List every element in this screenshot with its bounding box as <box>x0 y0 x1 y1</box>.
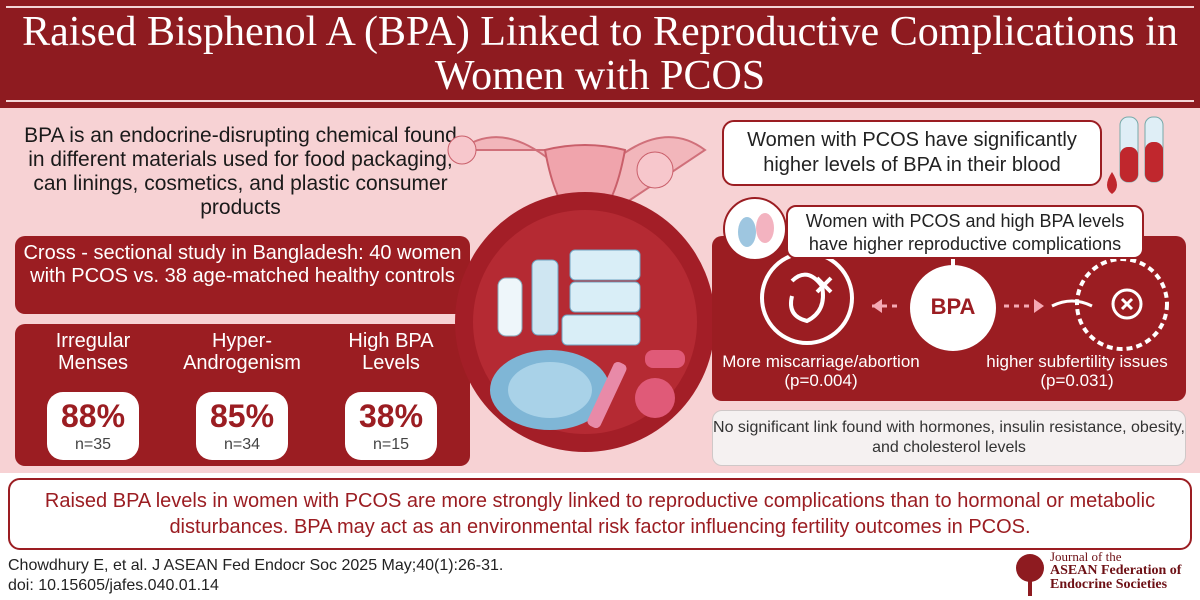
feet-icon <box>723 197 787 261</box>
stat-badge: 85% n=34 <box>196 392 288 460</box>
citation: Chowdhury E, et al. J ASEAN Fed Endocr S… <box>8 556 708 596</box>
center-illustration <box>447 135 715 452</box>
container <box>569 249 641 281</box>
finding-box: Women with PCOS have significantly highe… <box>722 120 1102 186</box>
stat-label: Hyper-Androgenism <box>183 330 301 374</box>
stat-badge: 38% n=15 <box>345 392 437 460</box>
logo-line: Endocrine Societies <box>1050 577 1168 592</box>
stat-label: High BPA Levels <box>348 330 434 374</box>
fetus-icon <box>760 251 854 345</box>
tube-blood <box>1145 142 1163 182</box>
blood-icon <box>1107 116 1164 194</box>
header <box>0 0 1200 108</box>
bpa-label: BPA <box>930 294 976 319</box>
outcome-label: More miscarriage/abortion <box>722 352 920 371</box>
logo-tree <box>1016 554 1044 596</box>
tube-blood <box>1120 147 1138 182</box>
logo-line: Journal of the <box>1050 549 1122 564</box>
compact <box>635 378 675 418</box>
stats-panel: Irregular Menses 88% n=35 Hyper-Androgen… <box>15 324 470 466</box>
drop <box>1107 172 1117 194</box>
header-frame <box>6 6 1194 102</box>
stat: Hyper-Androgenism 85% n=34 <box>172 330 312 460</box>
outcome: higher subfertility issues (p=0.031) <box>972 352 1182 390</box>
reference: Chowdhury E, et al. J ASEAN Fed Endocr S… <box>8 557 504 574</box>
plate <box>508 362 592 418</box>
stat: Irregular Menses 88% n=35 <box>23 330 163 460</box>
ovary <box>447 135 477 165</box>
study-box: Cross - sectional study in Bangladesh: 4… <box>15 236 470 314</box>
intro-text: BPA is an endocrine-disrupting chemical … <box>24 124 457 219</box>
foot <box>756 213 774 243</box>
fetus-shape <box>789 272 825 324</box>
stat: High BPA Levels 38% n=15 <box>321 330 461 460</box>
arrowhead <box>872 299 882 313</box>
doi: doi: 10.15605/jafes.040.01.14 <box>8 577 219 594</box>
stat-badge: 88% n=35 <box>47 392 139 460</box>
cross <box>815 276 833 294</box>
container <box>569 281 641 313</box>
container <box>561 314 641 346</box>
logo-line: ASEAN Federation of <box>1050 563 1182 578</box>
baby-bottle <box>497 277 523 337</box>
tree-trunk <box>1028 576 1032 596</box>
egg-nucleus <box>1111 288 1143 320</box>
note-box: No significant link found with hormones,… <box>712 410 1186 466</box>
conclusion: Raised BPA levels in women with PCOS are… <box>8 478 1192 550</box>
outcome-p: (p=0.031) <box>1040 371 1114 390</box>
finding-box: Women with PCOS and high BPA levels have… <box>786 205 1144 259</box>
egg-icon <box>1075 257 1169 351</box>
stat-label: Irregular Menses <box>55 330 131 374</box>
tree-crown <box>1016 554 1044 582</box>
outcome-label: higher subfertility issues <box>986 352 1168 371</box>
cross <box>1120 297 1134 311</box>
outcome-p: (p=0.004) <box>784 371 858 390</box>
stat-n: n=34 <box>223 436 261 453</box>
logo: Journal of the ASEAN Federation of Endoc… <box>1050 550 1200 592</box>
sperm <box>1051 299 1093 308</box>
ovary <box>636 151 674 189</box>
lipstick <box>587 361 627 429</box>
cosmetic <box>645 350 685 368</box>
stat-value: 38% <box>358 398 424 434</box>
bpa-circle <box>910 265 996 351</box>
foot <box>738 217 756 247</box>
bottle <box>531 259 559 336</box>
arrowhead <box>1034 299 1044 313</box>
title: Raised Bisphenol A (BPA) Linked to Repro… <box>22 9 1178 99</box>
stat-value: 85% <box>209 398 275 434</box>
stat-value: 88% <box>60 398 126 434</box>
outcome: More miscarriage/abortion (p=0.004) <box>716 352 926 390</box>
stat-n: n=35 <box>74 436 112 453</box>
stat-n: n=15 <box>372 436 410 453</box>
